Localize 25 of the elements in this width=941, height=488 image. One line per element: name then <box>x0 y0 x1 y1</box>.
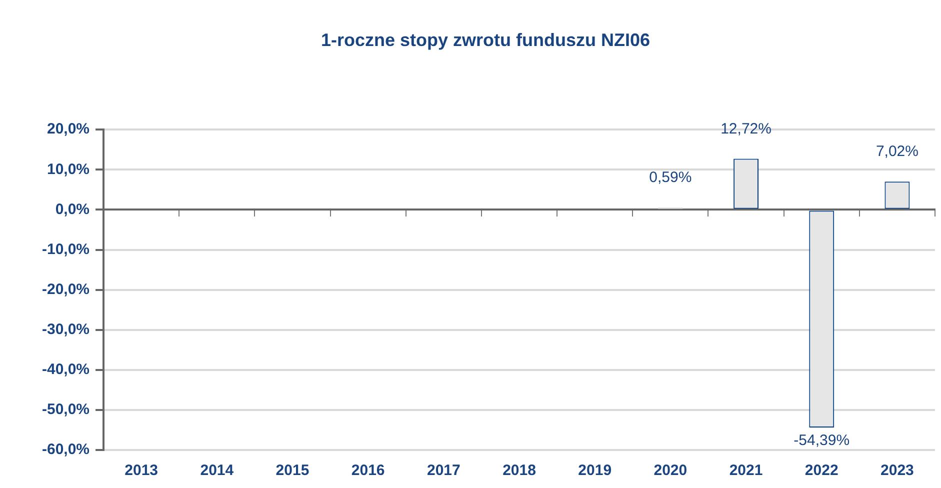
data-label: -54,39% <box>794 432 850 450</box>
data-label: 12,72% <box>720 120 772 138</box>
x-tick-label: 2013 <box>124 462 158 480</box>
y-tick-label: 0,0% <box>55 200 90 218</box>
y-tick-label: -20,0% <box>42 280 90 298</box>
x-tick-label: 2020 <box>654 462 688 480</box>
data-label: 7,02% <box>876 143 918 160</box>
y-tick-label: -30,0% <box>42 320 90 338</box>
x-tick-label: 2016 <box>351 462 385 480</box>
y-tick-label: -40,0% <box>42 361 90 378</box>
y-tick-label: 20,0% <box>46 120 90 138</box>
x-tick-label: 2017 <box>426 462 460 480</box>
y-tick-label: -10,0% <box>42 240 90 258</box>
x-tick-label: 2021 <box>729 462 763 480</box>
y-tick-label: 10,0% <box>46 160 90 178</box>
x-tick-label: 2015 <box>276 462 310 480</box>
y-tick-label: -60,0% <box>42 441 90 458</box>
chart-title: 1-roczne stopy zwrotu funduszu NZI06 <box>320 30 650 50</box>
x-tick-label: 2014 <box>200 462 234 480</box>
x-tick-label: 2019 <box>578 462 612 480</box>
y-tick-label: -50,0% <box>42 401 90 418</box>
x-tick-label: 2023 <box>880 462 914 480</box>
x-tick-label: 2018 <box>502 462 536 480</box>
data-label: 0,59% <box>649 168 692 186</box>
x-tick-label: 2022 <box>804 462 838 480</box>
